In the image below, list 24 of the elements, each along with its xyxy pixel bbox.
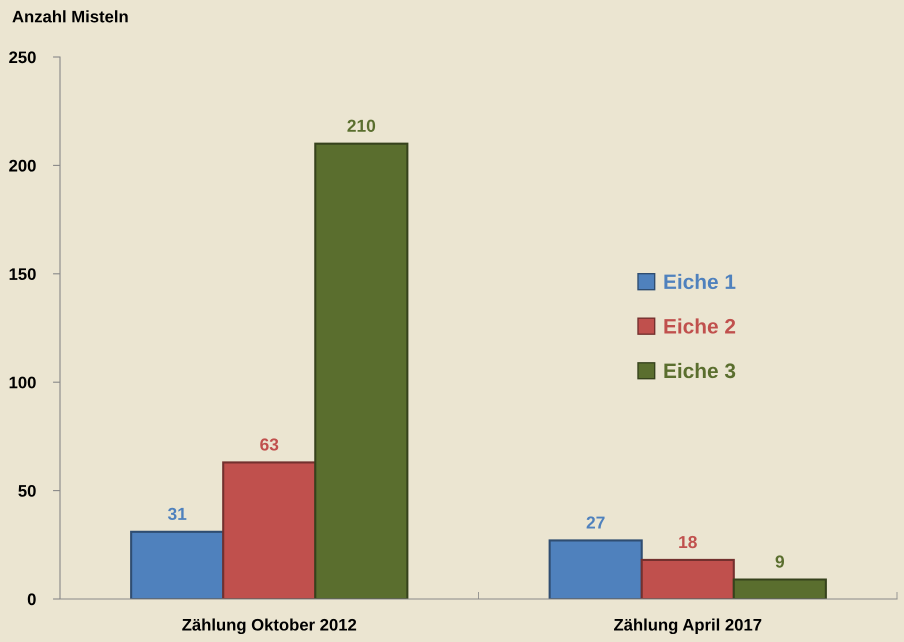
legend-label: Eiche 2 [664, 318, 736, 334]
data-label: 27 [586, 516, 605, 529]
y-tick-label: 150 [10, 268, 36, 280]
x-tick-label: Zählung Oktober 2012 [182, 618, 356, 634]
x-tick-label: Zählung April 2017 [614, 618, 762, 634]
y-tick-label: 100 [10, 376, 36, 388]
y-tick-label: 200 [9, 160, 36, 172]
data-label: 31 [168, 508, 186, 520]
data-label: 63 [260, 438, 278, 451]
y-tick-label: 0 [28, 593, 36, 606]
data-label: 210 [347, 120, 376, 132]
y-axis-title: Anzahl Misteln [12, 10, 128, 22]
legend-label: Eiche 3 [664, 362, 736, 378]
bar [548, 539, 643, 599]
bar [314, 142, 408, 599]
bar [130, 530, 224, 599]
data-label: 9 [776, 555, 784, 568]
y-tick-label: 250 [9, 51, 36, 64]
data-label: 18 [679, 536, 697, 548]
y-tick-label: 50 [18, 485, 36, 497]
legend-label: Eiche 1 [664, 274, 736, 290]
bar [222, 461, 316, 599]
bar [732, 578, 827, 599]
bar [640, 558, 735, 599]
